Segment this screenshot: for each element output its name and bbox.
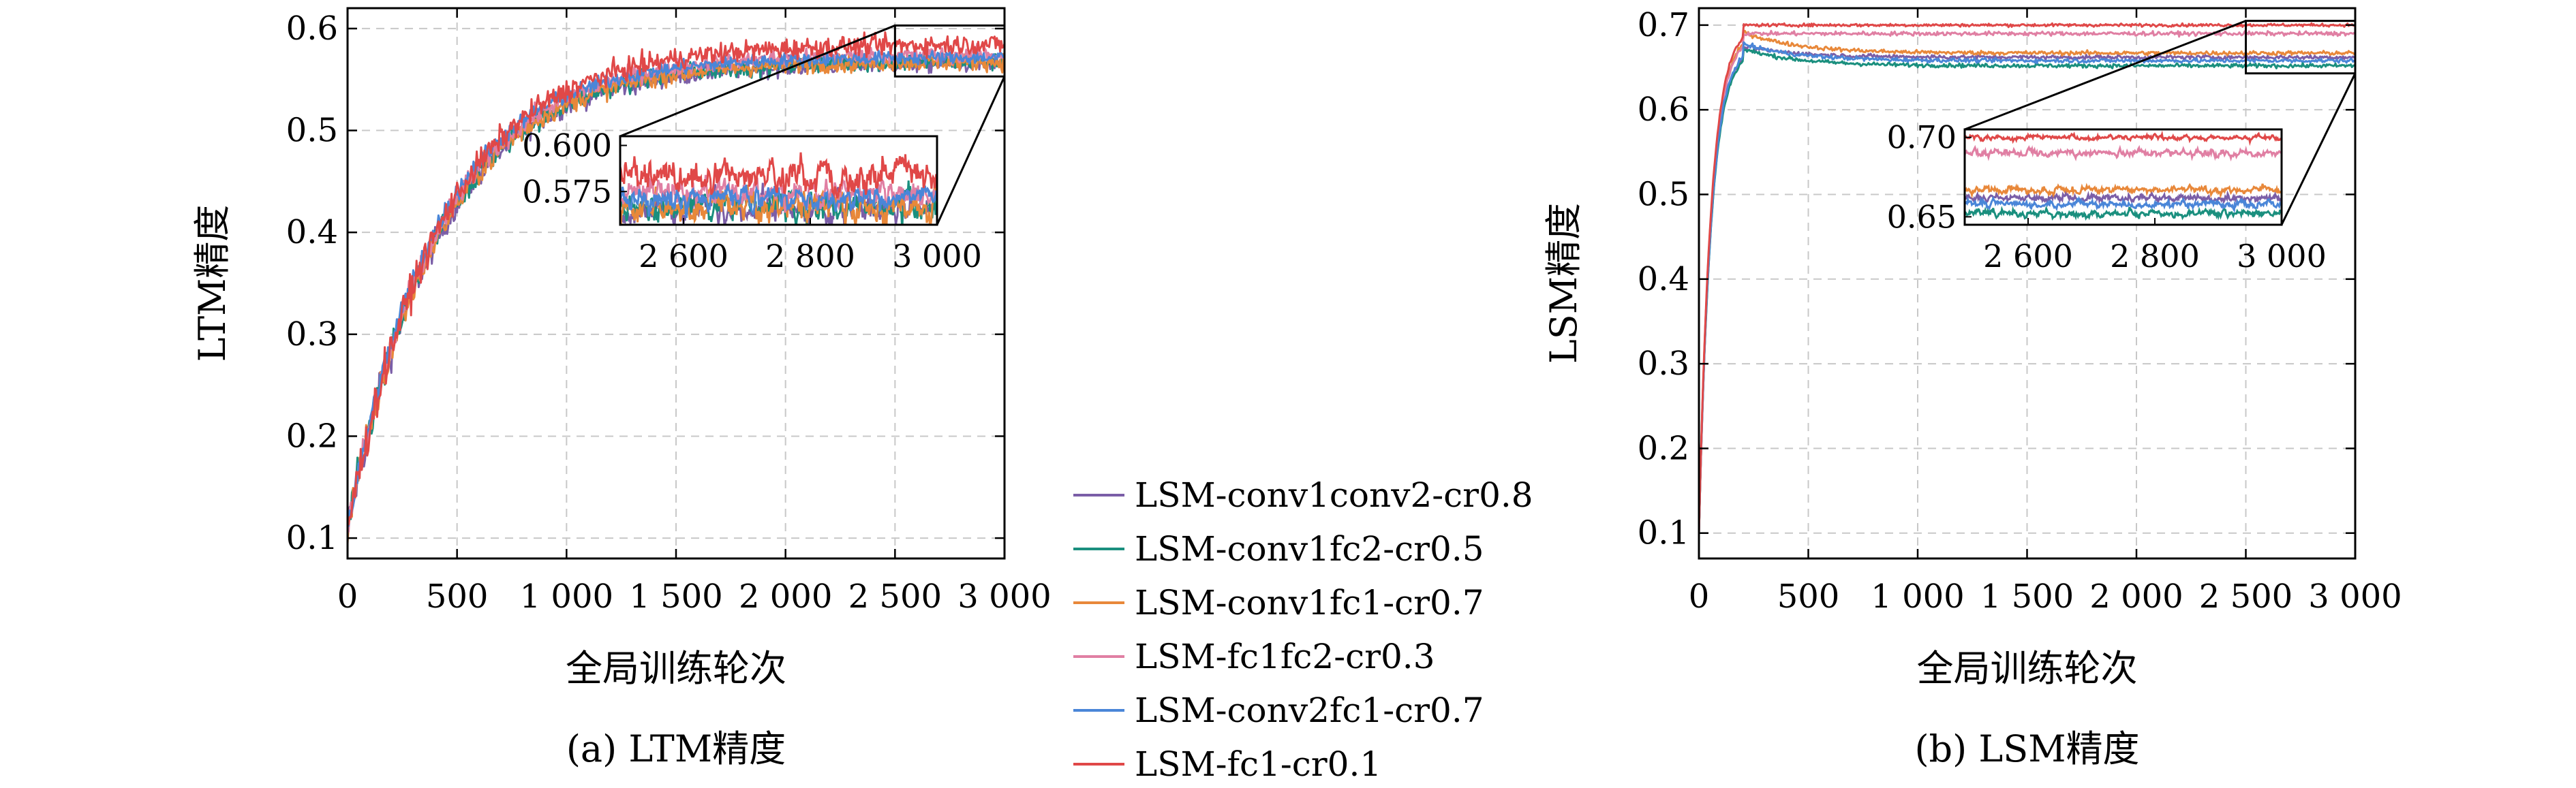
inset-series-group (620, 152, 937, 225)
y-tick-label: 0.1 (1638, 514, 1689, 552)
legend-label-1: LSM-conv1fc2-cr0.5 (1135, 529, 1484, 569)
y-tick-label: 0.5 (1638, 175, 1689, 213)
y-tick-label: 0.2 (1638, 429, 1689, 467)
inset-series-line-1 (1965, 205, 2282, 221)
x-tick-label: 500 (426, 578, 489, 616)
inset-series-line-4 (620, 181, 937, 219)
zoom-box (893, 24, 1006, 78)
chart-panel-1: 0 500 1 000 1 500 2 000 2 500 3 000 0.1 0.2 0.3 0.… (1542, 6, 2402, 770)
x-tick-label: 2 000 (2089, 578, 2183, 616)
y-tick-label: 0.4 (1638, 260, 1689, 298)
y-tick-label: 0.1 (286, 519, 338, 557)
legend: LSM-conv1conv2-cr0.8 LSM-conv1fc2-cr0.5 LS… (1073, 475, 1533, 784)
legend-label-3: LSM-fc1fc2-cr0.3 (1135, 637, 1435, 676)
inset-y-tick-label: 0.600 (522, 127, 612, 164)
inset-x-tick-label: 3 000 (2237, 238, 2327, 274)
y-tick-label: 0.4 (286, 213, 338, 251)
zoom-connector (1964, 20, 2247, 131)
x-tick-label: 1 000 (520, 578, 613, 616)
inset-background (1965, 129, 2282, 225)
zoom-connector (619, 25, 895, 138)
x-tick-label: 1 000 (1871, 578, 1964, 616)
inset-x-tick-label: 2 800 (2110, 238, 2200, 274)
y-axis-label: LSM精度 (1542, 203, 1585, 364)
series-line-0 (1699, 44, 2355, 535)
inset-y-tick-label: 0.575 (522, 173, 612, 210)
inset-frame (619, 135, 938, 226)
y-tick-label: 0.3 (1638, 345, 1689, 383)
chart-panel-0: 0 500 1 000 1 500 2 000 2 500 3 000 0.1 0.2 0.3 0.… (191, 7, 1052, 770)
inset-series-line-3 (1965, 144, 2282, 162)
x-tick-label: 3 000 (957, 578, 1051, 616)
y-tick-label: 0.6 (286, 10, 338, 48)
inset-series-line-2 (1965, 183, 2282, 199)
inset-series-line-4 (1965, 195, 2282, 213)
inset-x-tick-label: 3 000 (892, 238, 982, 274)
inset-x-tick-label: 2 800 (765, 238, 855, 274)
legend-label-4: LSM-conv2fc1-cr0.7 (1135, 691, 1484, 730)
y-tick-label: 0.3 (286, 315, 338, 353)
x-tick-label: 1 500 (629, 578, 722, 616)
x-tick-label: 3 000 (2308, 578, 2402, 616)
inset-y-tick-label: 0.70 (1887, 119, 1957, 156)
inset: 2 600 2 800 3 000 0.575 0.600 (522, 127, 982, 274)
zoom-connector (2280, 73, 2357, 225)
legend-label-0: LSM-conv1conv2-cr0.8 (1135, 475, 1533, 515)
inset-x-tick-label: 2 600 (1983, 238, 2073, 274)
y-tick-label: 0.2 (286, 417, 338, 455)
x-tick-label: 1 500 (1980, 578, 2074, 616)
x-tick-label: 2 500 (2199, 578, 2293, 616)
inset-series-line-0 (1965, 188, 2282, 206)
inset-y-tick-label: 0.65 (1887, 198, 1957, 235)
y-axis-label: LTM精度 (191, 205, 234, 362)
panel-caption: (a) LTM精度 (566, 727, 786, 770)
x-axis-label: 全局训练轮次 (1917, 647, 2138, 690)
zoom-box (2245, 20, 2357, 75)
y-tick-label: 0.6 (1638, 91, 1689, 129)
panel-caption: (b) LSM精度 (1914, 727, 2139, 770)
x-tick-label: 2 500 (848, 578, 942, 616)
legend-label-5: LSM-fc1-cr0.1 (1135, 744, 1381, 784)
x-tick-label: 500 (1777, 578, 1840, 616)
inset: 2 600 2 800 3 000 0.65 0.70 (1887, 119, 2327, 274)
x-tick-label: 0 (1689, 578, 1710, 616)
series-line-5 (348, 31, 1005, 526)
x-axis-label: 全局训练轮次 (566, 647, 786, 690)
y-tick-label: 0.5 (286, 112, 338, 150)
inset-series-group (1965, 130, 2282, 221)
legend-label-2: LSM-conv1fc1-cr0.7 (1135, 583, 1484, 622)
zoom-connector (936, 76, 1006, 225)
y-tick-label: 0.7 (1638, 6, 1689, 44)
series-line-1 (1699, 47, 2355, 534)
x-tick-label: 2 000 (739, 578, 832, 616)
inset-frame (1963, 128, 2283, 226)
inset-x-tick-label: 2 600 (639, 238, 729, 274)
inset-series-line-5 (1965, 130, 2282, 146)
inset-series-line-5 (620, 152, 937, 199)
x-tick-label: 0 (337, 578, 358, 616)
